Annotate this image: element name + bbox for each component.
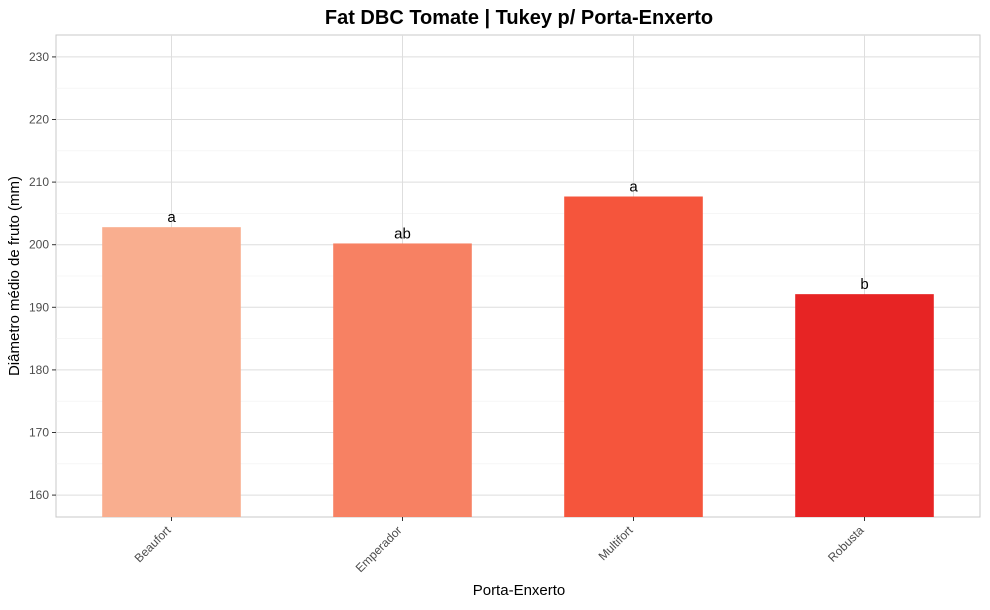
bars xyxy=(102,196,934,518)
y-axis-title: Diâmetro médio de fruto (mm) xyxy=(6,176,23,376)
bar-emperador xyxy=(333,243,472,518)
tukey-letter: a xyxy=(629,179,638,196)
y-tick-label: 190 xyxy=(29,300,49,314)
y-tick-label: 220 xyxy=(29,113,49,127)
tukey-letter: a xyxy=(167,209,176,226)
bar-multifort xyxy=(564,196,703,518)
x-tick-label: Emperador xyxy=(353,523,405,575)
chart-title: Fat DBC Tomate | Tukey p/ Porta-Enxerto xyxy=(325,7,713,29)
bar-robusta xyxy=(795,294,934,517)
y-tick-label: 160 xyxy=(29,488,49,502)
y-tick-label: 200 xyxy=(29,238,49,252)
y-tick-label: 180 xyxy=(29,363,49,377)
x-tick-label: Robusta xyxy=(825,523,867,565)
y-tick-label: 170 xyxy=(29,425,49,439)
y-tick-label: 230 xyxy=(29,50,49,64)
tukey-letter: b xyxy=(860,276,868,293)
x-tick-label: Beaufort xyxy=(132,523,174,565)
y-axis-ticks: 160 170 180 190 200 210 220 230 xyxy=(29,50,56,502)
bar-beaufort xyxy=(102,227,241,518)
y-tick-label: 210 xyxy=(29,175,49,189)
tukey-letter: ab xyxy=(394,225,411,242)
x-tick-label: Multifort xyxy=(596,523,637,564)
x-axis-ticks: Beaufort Emperador Multifort Robusta xyxy=(132,517,867,575)
x-axis-title: Porta-Enxerto xyxy=(473,582,566,599)
